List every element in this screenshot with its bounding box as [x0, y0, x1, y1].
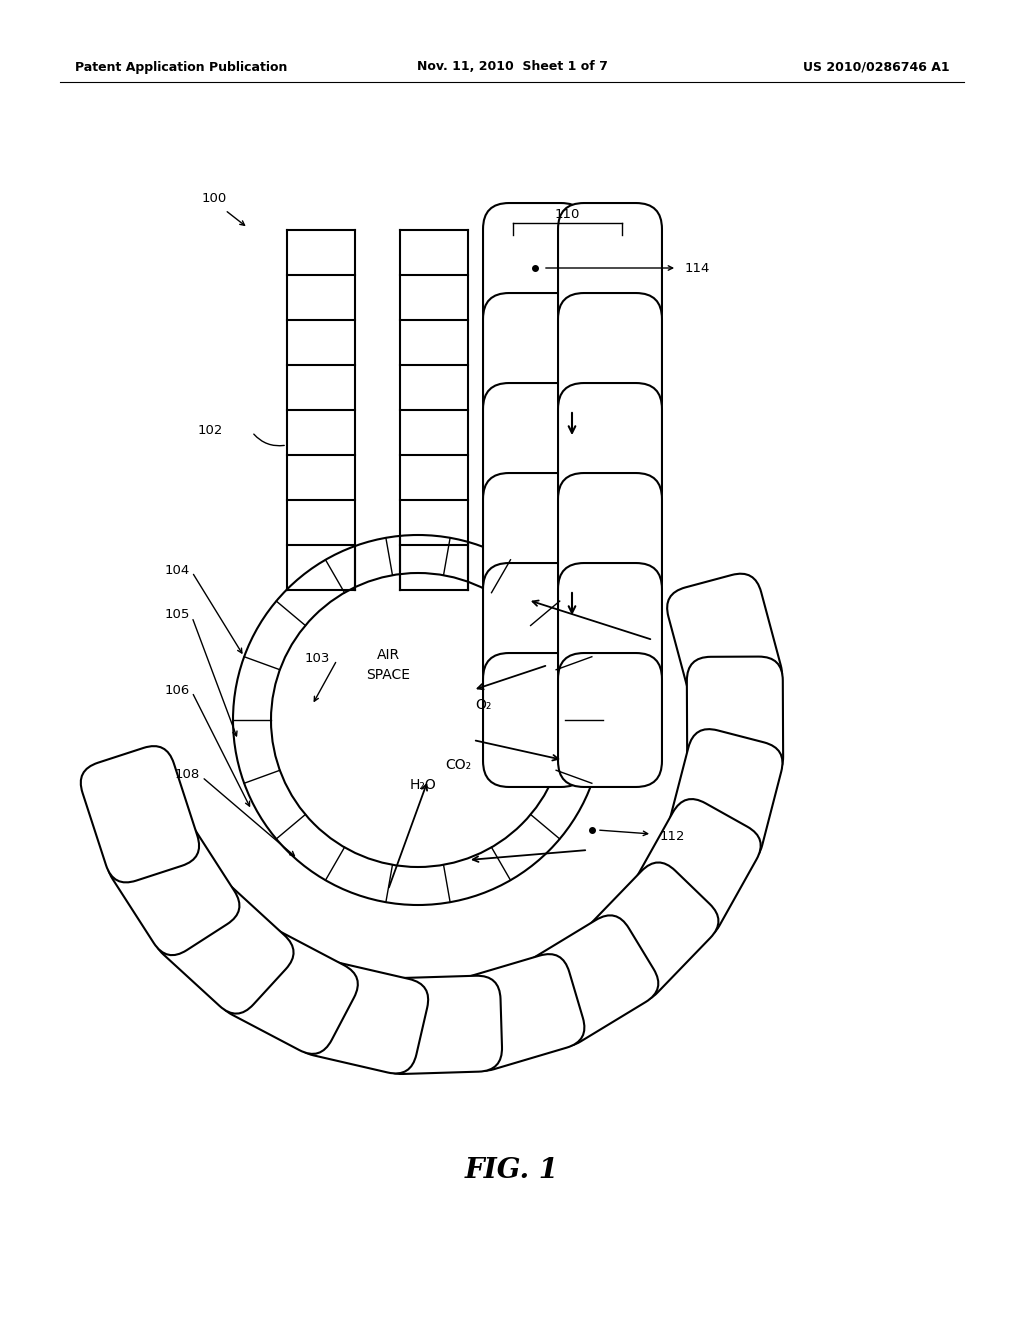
FancyBboxPatch shape — [667, 574, 782, 709]
FancyBboxPatch shape — [518, 915, 658, 1047]
Text: H₂O: H₂O — [410, 777, 436, 792]
FancyBboxPatch shape — [483, 203, 587, 337]
FancyBboxPatch shape — [483, 653, 587, 787]
FancyBboxPatch shape — [377, 975, 502, 1074]
Text: 100: 100 — [202, 191, 227, 205]
FancyBboxPatch shape — [687, 656, 783, 780]
FancyBboxPatch shape — [108, 814, 240, 956]
FancyBboxPatch shape — [81, 746, 199, 883]
Text: 103: 103 — [304, 652, 330, 664]
FancyBboxPatch shape — [558, 293, 662, 426]
Text: 106: 106 — [165, 684, 190, 697]
FancyBboxPatch shape — [449, 954, 585, 1071]
Text: 110: 110 — [555, 209, 581, 222]
FancyBboxPatch shape — [558, 203, 662, 337]
Text: 104: 104 — [165, 564, 190, 577]
FancyBboxPatch shape — [581, 862, 719, 1002]
FancyBboxPatch shape — [558, 473, 662, 607]
Text: 105: 105 — [165, 609, 190, 622]
Text: 114: 114 — [685, 261, 711, 275]
Text: US 2010/0286746 A1: US 2010/0286746 A1 — [804, 61, 950, 74]
Text: Nov. 11, 2010  Sheet 1 of 7: Nov. 11, 2010 Sheet 1 of 7 — [417, 61, 607, 74]
Text: AIR: AIR — [377, 648, 399, 663]
FancyBboxPatch shape — [483, 473, 587, 607]
Text: O₂: O₂ — [475, 698, 492, 711]
Text: FIG. 1: FIG. 1 — [465, 1156, 559, 1184]
Text: Patent Application Publication: Patent Application Publication — [75, 61, 288, 74]
FancyBboxPatch shape — [558, 383, 662, 517]
Text: 112: 112 — [660, 829, 685, 842]
FancyBboxPatch shape — [155, 876, 294, 1014]
Text: SPACE: SPACE — [366, 668, 410, 682]
FancyBboxPatch shape — [558, 653, 662, 787]
FancyBboxPatch shape — [483, 293, 587, 426]
FancyBboxPatch shape — [558, 564, 662, 697]
FancyBboxPatch shape — [295, 961, 428, 1073]
Text: CO₂: CO₂ — [445, 758, 471, 772]
Text: 102: 102 — [198, 424, 223, 437]
FancyBboxPatch shape — [218, 925, 357, 1053]
FancyBboxPatch shape — [668, 729, 782, 863]
Text: 108: 108 — [175, 768, 200, 781]
FancyBboxPatch shape — [632, 799, 761, 939]
FancyBboxPatch shape — [483, 383, 587, 517]
FancyBboxPatch shape — [483, 564, 587, 697]
